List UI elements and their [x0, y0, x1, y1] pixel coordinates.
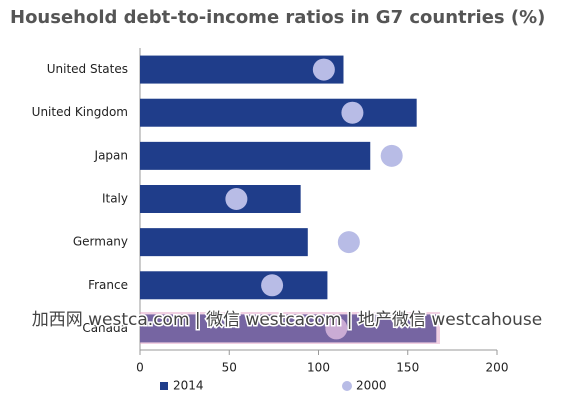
x-tick-label: 50 — [222, 361, 237, 375]
bar — [140, 314, 437, 343]
dot — [337, 231, 360, 254]
watermark: 加西网 westca.com | 微信 westcacom | 地产微信 wes… — [32, 310, 543, 330]
y-tick-label: United States — [47, 62, 128, 76]
dot — [261, 274, 284, 297]
y-tick-label: Japan — [94, 148, 128, 162]
x-tick-label: 200 — [486, 361, 509, 375]
legend-label: 2000 — [356, 379, 387, 393]
y-tick-label: Germany — [73, 235, 128, 249]
y-tick-label: Italy — [102, 192, 128, 206]
chart-title: Household debt-to-income ratios in G7 co… — [10, 7, 545, 28]
y-tick-label: United Kingdom — [32, 105, 128, 119]
x-tick-label: 100 — [307, 361, 330, 375]
dot — [312, 58, 335, 81]
bar — [140, 228, 308, 257]
dot — [225, 188, 248, 210]
dot — [380, 144, 403, 167]
watermark-band — [140, 312, 440, 344]
y-tick-label: Canada — [82, 321, 128, 335]
legend-label: 2014 — [173, 379, 204, 393]
legend-swatch — [342, 381, 352, 391]
bar — [140, 55, 344, 84]
bar — [140, 185, 301, 213]
dot — [341, 101, 364, 124]
dot — [325, 317, 348, 340]
bar — [140, 141, 371, 170]
bar — [140, 98, 417, 127]
legend-swatch — [160, 382, 168, 390]
y-tick-label: France — [88, 278, 128, 292]
x-tick-label: 0 — [136, 361, 144, 375]
bar — [140, 271, 328, 300]
x-tick-label: 150 — [396, 361, 419, 375]
